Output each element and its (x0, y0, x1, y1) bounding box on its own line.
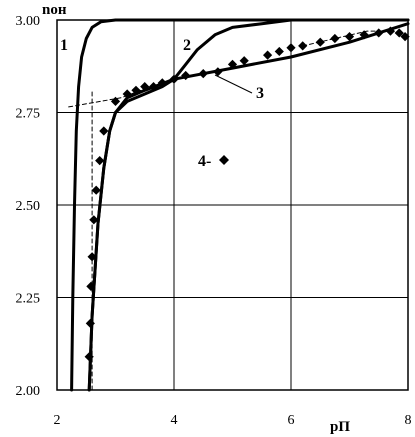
series-4-point (85, 318, 95, 328)
y-tick-label: 2.25 (16, 292, 41, 307)
series-4-point (122, 89, 132, 99)
series-4-point (239, 56, 249, 66)
series-4-point (359, 30, 369, 40)
series-4-point (110, 96, 121, 106)
series-4-point (274, 46, 284, 57)
series-4-point (87, 252, 97, 262)
y-tick-label: 2.75 (16, 107, 41, 122)
series-1-line (70, 18, 410, 392)
series-4-point (344, 32, 355, 42)
curve-label-3: 3 (256, 85, 264, 102)
curve-label-2: 2 (183, 37, 191, 54)
dashed-guide-line (68, 86, 152, 108)
x-tick-label: 2 (54, 413, 61, 428)
series-4-point (400, 32, 410, 42)
series-4-point (263, 50, 273, 60)
series-4-point (181, 70, 191, 81)
series-4-point (298, 41, 308, 51)
y-tick-label: 3.00 (16, 14, 41, 29)
series-4-point (330, 33, 340, 44)
x-axis-label: pП (330, 419, 350, 435)
y-axis-ticks: 2.00 2.25 2.50 2.75 3.00 (16, 14, 41, 399)
series-4-point (286, 43, 296, 53)
series-4-point (198, 69, 208, 79)
curve-labels: 1 2 3 4- (60, 37, 264, 170)
series-4-point (315, 37, 325, 47)
curve-label-4: 4- (198, 153, 211, 170)
label-3-leader-line (214, 74, 253, 94)
series-4-point (131, 85, 141, 95)
x-tick-label: 4 (171, 413, 178, 428)
series-4-point (385, 26, 396, 36)
x-tick-label: 6 (288, 413, 295, 428)
series-4-point (140, 82, 150, 92)
series-4-point (157, 78, 167, 88)
series-4-point (169, 74, 179, 84)
curve-label-1: 1 (60, 37, 68, 54)
legend-diamond-marker-icon (219, 155, 229, 165)
y-tick-label: 2.50 (16, 199, 41, 214)
series-4-point (227, 59, 238, 69)
y-axis-label: nон (42, 2, 67, 18)
series-4-point (89, 215, 99, 225)
series-4-point (99, 126, 109, 136)
series-4-point (91, 185, 101, 195)
series-4-point (394, 28, 404, 38)
series-4-point (213, 67, 223, 77)
series-4-point (148, 82, 159, 92)
x-tick-label: 8 (405, 413, 412, 428)
y-tick-label: 2.00 (16, 384, 41, 399)
x-axis-ticks: 2 4 6 8 (54, 413, 412, 428)
series-4-point (95, 156, 105, 166)
markers-layer (84, 26, 410, 362)
series-4-point (84, 352, 94, 362)
series-4-point (86, 281, 96, 291)
series-4-point (374, 28, 384, 38)
